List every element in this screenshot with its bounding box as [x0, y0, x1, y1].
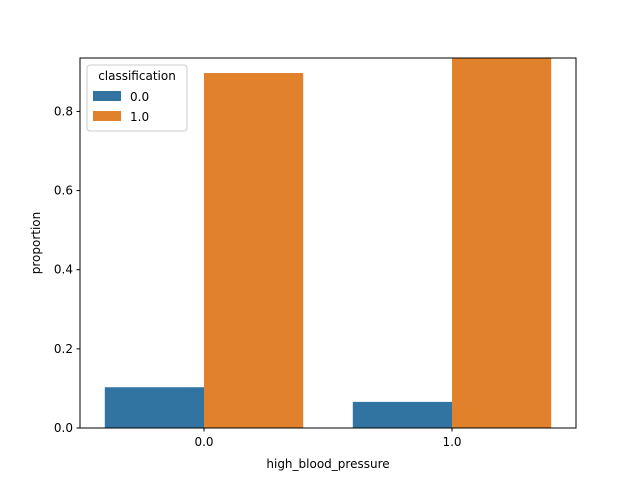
y-axis-label: proportion	[29, 212, 43, 275]
bar-1.0-at-0.0	[204, 73, 304, 429]
bars-group	[104, 58, 552, 429]
bar-1.0-at-1.0	[452, 58, 552, 428]
legend-label-1.0: 1.0	[130, 110, 149, 124]
bar-0.0-at-0.0	[104, 387, 204, 428]
y-tick-label: 0.0	[54, 421, 73, 435]
bar-0.0-at-1.0	[352, 401, 452, 428]
x-axis: 0.0 1.0	[194, 428, 462, 449]
y-axis: 0.0 0.2 0.4 0.6 0.8	[54, 104, 80, 435]
legend-swatch-1.0	[93, 111, 121, 121]
legend: classification 0.01.0	[86, 64, 188, 132]
x-tick-label: 0.0	[194, 435, 213, 449]
y-tick-label: 0.8	[54, 104, 73, 118]
legend-label-0.0: 0.0	[130, 90, 149, 104]
legend-title: classification	[98, 69, 176, 83]
legend-swatch-0.0	[93, 91, 121, 101]
y-tick-label: 0.4	[54, 263, 73, 277]
legend-entries: 0.01.0	[93, 90, 149, 124]
y-tick-label: 0.2	[54, 342, 73, 356]
x-tick-label: 1.0	[442, 435, 461, 449]
x-axis-label: high_blood_pressure	[266, 457, 389, 471]
y-tick-label: 0.6	[54, 184, 73, 198]
plot-frame	[79, 57, 577, 429]
